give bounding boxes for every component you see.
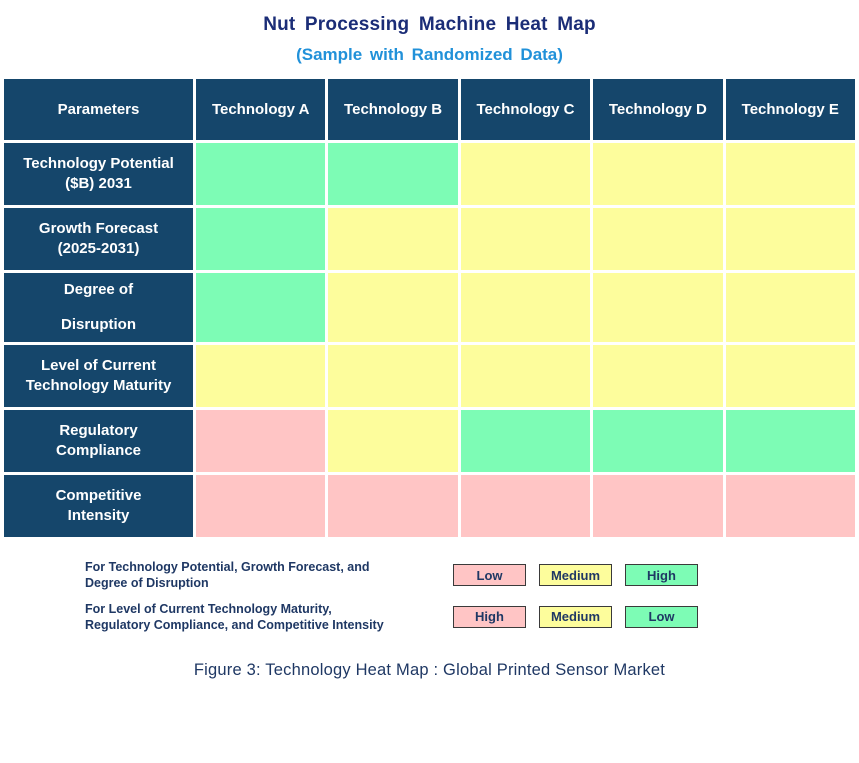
legend-swatch-low: Low [625, 605, 698, 628]
heatmap-cell [328, 208, 458, 270]
header-row: Parameters Technology A Technology B Techno… [4, 79, 855, 140]
legend-swatch-low: Low [453, 564, 526, 587]
column-header: Technology C [460, 79, 591, 140]
heatmap-cell [328, 345, 458, 407]
heatmap-cell [196, 208, 326, 270]
column-header: Technology D [593, 79, 723, 140]
heatmap-cell [593, 410, 723, 472]
corner-header-parameters: Parameters [4, 79, 193, 140]
table-row: Degree of Disruption [4, 273, 855, 342]
heatmap-cell [725, 208, 855, 270]
legend-swatch-high: High [625, 564, 698, 587]
heatmap-cell [196, 273, 326, 342]
legend-row: For Level of Current Technology Maturity… [85, 601, 859, 634]
figure-caption: Figure 3: Technology Heat Map : Global P… [193, 661, 666, 679]
table-row: Level of Current Technology Maturity [4, 345, 855, 407]
row-header: Technology Potential ($B) 2031 [4, 143, 193, 205]
column-header: Technology E [725, 79, 855, 140]
legend-swatch-high: High [453, 605, 526, 628]
page-title: Nut Processing Machine Heat Map [263, 14, 596, 35]
legend-label: For Technology Potential, Growth Forecas… [85, 560, 370, 591]
heatmap-cell [593, 143, 723, 205]
heatmap-cell [725, 345, 855, 407]
page-subtitle: (Sample with Randomized Data) [296, 45, 563, 64]
row-header: Growth Forecast (2025-2031) [4, 208, 193, 270]
legend: For Technology Potential, Growth Forecas… [85, 559, 859, 633]
heatmap-cell [196, 143, 326, 205]
heatmap-cell [593, 273, 723, 342]
legend-swatch-medium: Medium [539, 605, 612, 628]
row-header: Degree of Disruption [4, 273, 193, 342]
heatmap-table: Parameters Technology A Technology B Techno… [1, 76, 858, 540]
heatmap-cell [328, 410, 458, 472]
heatmap-cell [725, 273, 855, 342]
heatmap-cell [460, 475, 591, 537]
heatmap-cell [328, 273, 458, 342]
row-header: Level of Current Technology Maturity [4, 345, 193, 407]
table-row: Growth Forecast (2025-2031) [4, 208, 855, 270]
legend-label: For Level of Current Technology Maturity… [85, 601, 384, 632]
heatmap-cell [460, 345, 591, 407]
heatmap-cell [460, 273, 591, 342]
heatmap-cell [725, 475, 855, 537]
heatmap-cell [328, 143, 458, 205]
heatmap-cell [196, 410, 326, 472]
heatmap-cell [460, 208, 591, 270]
heatmap-cell [725, 143, 855, 205]
table-row: Regulatory Compliance [4, 410, 855, 472]
heatmap-cell [725, 410, 855, 472]
table-row: Technology Potential ($B) 2031 [4, 143, 855, 205]
heatmap-cell [593, 345, 723, 407]
heatmap-cell [328, 475, 458, 537]
column-header: Technology B [328, 79, 458, 140]
legend-row: For Technology Potential, Growth Forecas… [85, 559, 859, 592]
heatmap-cell [460, 143, 591, 205]
heatmap-cell [460, 410, 591, 472]
legend-swatch-medium: Medium [539, 564, 612, 587]
column-header: Technology A [196, 79, 326, 140]
row-header: Regulatory Compliance [4, 410, 193, 472]
heatmap-cell [593, 475, 723, 537]
table-row: Competitive Intensity [4, 475, 855, 537]
heatmap-cell [593, 208, 723, 270]
heatmap-cell [196, 475, 326, 537]
heatmap-cell [196, 345, 326, 407]
row-header: Competitive Intensity [4, 475, 193, 537]
